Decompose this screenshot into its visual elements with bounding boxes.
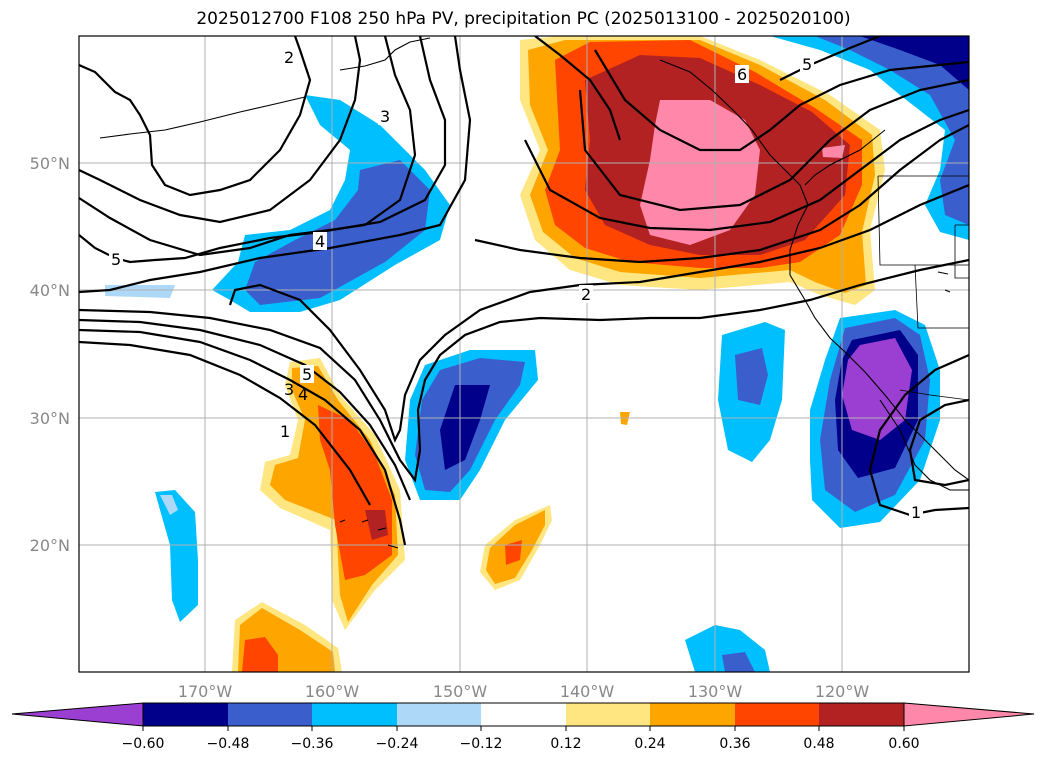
colorbar-tick-label: −0.48 xyxy=(207,736,250,752)
contour-label: 5 xyxy=(802,55,812,74)
colorbar-extend-max xyxy=(903,702,1035,727)
positive-anomaly-south xyxy=(480,412,630,590)
lon-label: 140°W xyxy=(560,682,615,701)
contour-label: 6 xyxy=(737,65,747,84)
map-panel: 2 3 4 5 2 6 5 5 3 4 1 1 xyxy=(79,36,969,672)
lat-label: 20°N xyxy=(30,536,70,555)
negative-anomaly-south xyxy=(155,490,770,672)
contour-label: 1 xyxy=(911,503,921,522)
colorbar-segment xyxy=(397,703,481,726)
colorbar-tick-label: 0.12 xyxy=(550,736,581,752)
colorbar-segment xyxy=(481,703,566,726)
contour-label: 3 xyxy=(380,107,390,126)
colorbar-ticks xyxy=(142,726,905,731)
contour-labels: 2 3 4 5 2 6 5 5 3 4 1 1 xyxy=(109,48,923,522)
colorbar-segment xyxy=(735,703,819,726)
map-title: 2025012700 F108 250 hPa PV, precipitatio… xyxy=(196,9,851,29)
colorbar-tick-label: 0.36 xyxy=(719,736,750,752)
lat-label: 40°N xyxy=(30,281,70,300)
contour-label: 3 xyxy=(284,380,294,399)
contour-label: 5 xyxy=(111,250,121,269)
colorbar-segment xyxy=(650,703,735,726)
colorbar: −0.60 −0.48 −0.36 −0.24 −0.12 0.12 0.24 … xyxy=(11,702,1035,752)
lon-label: 160°W xyxy=(305,682,360,701)
lat-label: 30°N xyxy=(30,409,70,428)
colorbar-tick-label: −0.12 xyxy=(460,736,503,752)
colorbar-tick-label: 0.24 xyxy=(634,736,665,752)
colorbar-segment xyxy=(143,703,228,726)
negative-anomaly-northeast-corner xyxy=(770,36,969,240)
lon-label: 120°W xyxy=(815,682,870,701)
colorbar-tick-label: −0.60 xyxy=(122,736,165,752)
colorbar-extend-min xyxy=(11,702,144,727)
pv-contours xyxy=(79,36,969,546)
map-frame xyxy=(78,35,970,673)
colorbar-tick-label: −0.24 xyxy=(376,736,419,752)
colorbar-segment xyxy=(819,703,904,726)
contour-label: 1 xyxy=(280,422,290,441)
latitude-labels: 50°N 40°N 30°N 20°N xyxy=(30,154,70,555)
contour-label: 2 xyxy=(284,48,294,67)
colorbar-tick-label: −0.36 xyxy=(291,736,334,752)
graticule xyxy=(79,36,969,672)
contour-label: 4 xyxy=(298,385,308,404)
colorbar-segment xyxy=(228,703,312,726)
colorbar-segment xyxy=(312,703,397,726)
contour-label: 5 xyxy=(302,365,312,384)
colorbar-segment xyxy=(566,703,650,726)
contour-label: 2 xyxy=(581,285,591,304)
negative-anomaly-central xyxy=(405,350,538,500)
contour-label: 4 xyxy=(315,232,325,251)
negative-anomaly-northwest xyxy=(105,95,450,312)
lon-label: 130°W xyxy=(688,682,743,701)
positive-anomaly-southwest xyxy=(232,602,342,672)
longitude-labels: 170°W 160°W 150°W 140°W 130°W 120°W xyxy=(178,682,870,701)
lon-label: 170°W xyxy=(178,682,233,701)
lon-label: 150°W xyxy=(433,682,488,701)
colorbar-tick-label: 0.48 xyxy=(803,736,834,752)
lat-label: 50°N xyxy=(30,154,70,173)
colorbar-tick-label: 0.60 xyxy=(888,736,919,752)
